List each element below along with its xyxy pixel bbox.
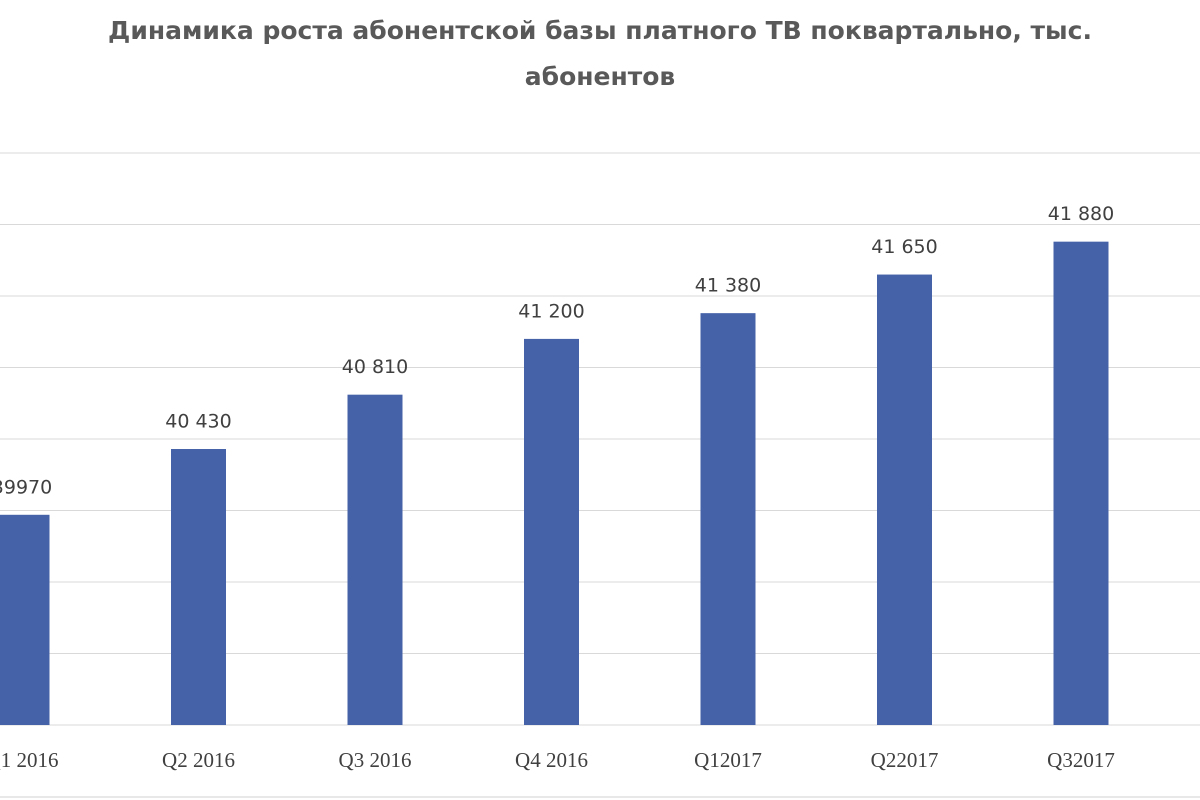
value-label: 39970 xyxy=(0,476,52,498)
x-tick-label: Q3 2016 xyxy=(339,748,412,772)
x-tick-label: Q1 2016 xyxy=(0,748,58,772)
chart-title: Динамика роста абонентской базы платного… xyxy=(108,16,1092,91)
x-tick-label: Q32017 xyxy=(1047,748,1115,772)
bar xyxy=(347,394,403,725)
value-label: 41 380 xyxy=(695,275,761,297)
bar xyxy=(0,514,50,725)
value-label: 40 810 xyxy=(342,356,408,378)
value-label: 41 880 xyxy=(1048,203,1114,225)
x-tick-label: Q2 2016 xyxy=(162,748,235,772)
bar xyxy=(700,313,756,725)
bar xyxy=(877,274,932,725)
value-label: 41 650 xyxy=(871,236,937,258)
bar xyxy=(171,449,226,725)
x-tick-label: Q12017 xyxy=(694,748,762,772)
bar xyxy=(524,338,579,725)
x-tick-label: Q4 2016 xyxy=(515,748,588,772)
x-tick-label: Q22017 xyxy=(871,748,939,772)
value-label: 40 430 xyxy=(165,411,231,433)
value-label: 41 200 xyxy=(518,300,584,322)
bar xyxy=(1053,241,1109,725)
